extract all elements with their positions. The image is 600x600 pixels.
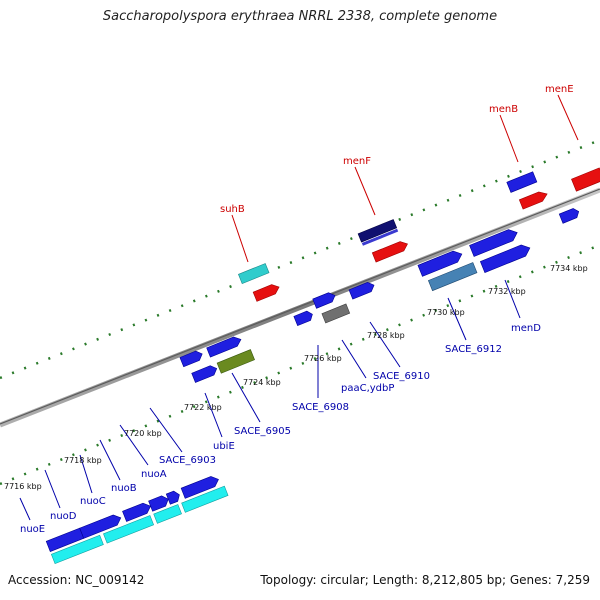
gene-menE-red xyxy=(571,167,600,192)
cyan-block xyxy=(103,515,155,544)
scale-label: 7716 kbp xyxy=(4,482,42,491)
cds-block xyxy=(122,502,151,522)
scale-label: 7724 kbp xyxy=(243,378,281,387)
gene-label-ubiE: ubiE xyxy=(213,441,235,452)
gene-label-menF: menF xyxy=(343,156,371,167)
forward-features xyxy=(231,94,600,302)
inner-tick-ring xyxy=(0,243,600,486)
gene-suhB-red xyxy=(252,284,280,302)
gene-label-SACE_6903: SACE_6903 xyxy=(159,455,216,466)
accession-text: Accession: NC_009142 xyxy=(8,573,145,587)
gene-label-nuoD: nuoD xyxy=(50,511,77,522)
gene-label-menD: menD xyxy=(511,323,541,334)
cds-block xyxy=(417,250,463,277)
gene-label-menE: menE xyxy=(545,84,574,95)
gene-label-SACE_6905: SACE_6905 xyxy=(234,426,291,437)
gene-label-nuoC: nuoC xyxy=(80,496,106,507)
reverse-gene-labels: nuoE nuoD nuoC nuoB nuoA SACE_6903 ubiE … xyxy=(20,323,541,535)
gene-menF-navy xyxy=(357,219,398,243)
gene-label-paaC-ydbP: paaC,ydbP xyxy=(341,383,394,394)
scale-label: 7730 kbp xyxy=(427,308,465,317)
gene-menB-red xyxy=(518,191,548,210)
gene-suhB-teal xyxy=(238,263,270,284)
gene-menF-navy-2 xyxy=(361,228,399,246)
cds-block xyxy=(479,244,531,273)
gene-label-suhB: suhB xyxy=(220,204,245,215)
gene-label-menB: menB xyxy=(489,104,518,115)
cds-block xyxy=(348,282,375,300)
scale-label: 7732 kbp xyxy=(488,287,526,296)
forward-gene-labels: suhB menF menB menE xyxy=(220,84,574,215)
cds-block xyxy=(165,490,180,505)
gene-menF-red xyxy=(371,241,408,263)
genome-backbone xyxy=(0,187,600,428)
cds-block xyxy=(206,336,242,358)
gene-label-nuoB: nuoB xyxy=(111,483,137,494)
leader-suhB xyxy=(231,214,249,263)
leader-menB xyxy=(499,114,519,163)
scale-label: 7734 kbp xyxy=(550,264,588,273)
cds-features-mid xyxy=(179,208,580,383)
scale-label: 7722 kbp xyxy=(184,403,222,412)
leader-menF xyxy=(354,166,376,216)
cds-block xyxy=(79,514,122,539)
steel-block xyxy=(427,262,478,292)
cds-features xyxy=(45,476,229,565)
gene-label-SACE_6912: SACE_6912 xyxy=(445,344,502,355)
cds-block xyxy=(148,495,169,512)
cyan-block xyxy=(181,485,229,513)
cds-block xyxy=(180,476,219,499)
gene-label-SACE_6908: SACE_6908 xyxy=(292,402,349,413)
scale-label: 7726 kbp xyxy=(304,354,342,363)
reverse-leaders xyxy=(19,279,521,521)
scale-labels: 7716 kbp 7718 kbp 7720 kbp 7722 kbp 7724… xyxy=(4,264,588,491)
gene-label-SACE_6910: SACE_6910 xyxy=(373,371,430,382)
backbone-edge xyxy=(0,188,600,425)
scale-label: 7720 kbp xyxy=(124,429,162,438)
gene-menB-blue xyxy=(506,171,538,193)
genome-summary-text: Topology: circular; Length: 8,212,805 bp… xyxy=(260,573,590,587)
cds-block xyxy=(312,292,336,309)
cyan-block xyxy=(50,534,104,565)
cds-block xyxy=(179,350,203,368)
cds-block xyxy=(191,365,218,383)
cds-block xyxy=(469,229,518,257)
olive-block xyxy=(216,349,255,374)
scale-label: 7728 kbp xyxy=(367,331,405,340)
cds-block xyxy=(558,208,580,224)
cyan-block xyxy=(153,504,182,524)
scale-label: 7718 kbp xyxy=(64,456,102,465)
cds-block xyxy=(293,310,313,327)
map-title: Saccharopolyspora erythraea NRRL 2338, c… xyxy=(102,9,498,24)
leader-menE xyxy=(557,94,579,141)
gray-block xyxy=(321,303,351,324)
gene-label-nuoA: nuoA xyxy=(141,469,167,480)
gene-label-nuoE: nuoE xyxy=(20,524,45,535)
